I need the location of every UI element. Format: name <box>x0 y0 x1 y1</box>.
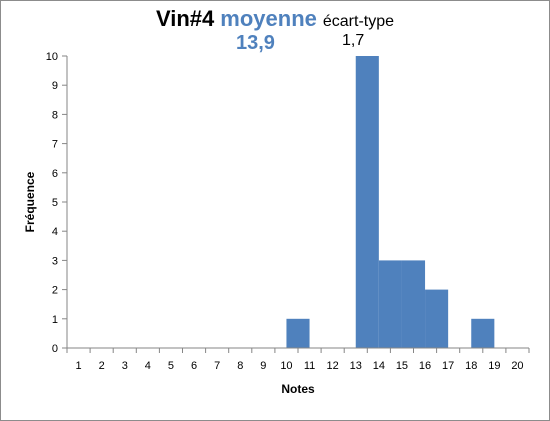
x-tick-label-7: 7 <box>214 360 220 372</box>
bar-16 <box>425 289 449 348</box>
x-tick-label-2: 2 <box>99 360 105 372</box>
y-tick-label-10: 10 <box>46 51 58 63</box>
x-tick-label-20: 20 <box>511 360 523 372</box>
x-axis-title: Notes <box>281 382 315 396</box>
y-tick-label-8: 8 <box>52 109 58 121</box>
sd-value: 1,7 <box>342 32 365 49</box>
y-tick-label-1: 1 <box>52 314 58 326</box>
mean-value: 13,9 <box>236 32 275 54</box>
x-tick-label-16: 16 <box>419 360 431 372</box>
x-tick-label-19: 19 <box>488 360 500 372</box>
x-tick-label-12: 12 <box>327 360 339 372</box>
chart-title: Vin#4 moyenne écart-type <box>0 6 550 32</box>
x-tick-label-9: 9 <box>260 360 266 372</box>
x-tick-label-5: 5 <box>168 360 174 372</box>
x-tick-label-1: 1 <box>75 360 81 372</box>
x-tick-label-14: 14 <box>373 360 385 372</box>
y-tick-label-3: 3 <box>52 255 58 267</box>
bars-group <box>286 56 495 348</box>
title-sd-label: écart-type <box>322 13 395 30</box>
x-tick-label-3: 3 <box>122 360 128 372</box>
x-tick-label-10: 10 <box>280 360 292 372</box>
x-tick-label-4: 4 <box>145 360 151 372</box>
x-tick-label-18: 18 <box>465 360 477 372</box>
y-tick-label-9: 9 <box>52 80 58 92</box>
x-tick-label-15: 15 <box>396 360 408 372</box>
y-tick-label-0: 0 <box>52 343 58 355</box>
x-tick-label-8: 8 <box>237 360 243 372</box>
y-axis-title: Fréquence <box>23 171 37 232</box>
x-tick-label-11: 11 <box>304 360 315 372</box>
bar-10 <box>286 318 310 348</box>
title-main: Vin#4 <box>155 6 215 31</box>
bar-14 <box>378 260 402 348</box>
y-tick-label-4: 4 <box>52 226 58 238</box>
bar-13 <box>355 56 379 348</box>
bar-18 <box>471 318 495 348</box>
x-tick-label-13: 13 <box>350 360 362 372</box>
bar-15 <box>401 260 426 348</box>
y-tick-label-6: 6 <box>52 168 58 180</box>
y-tick-label-7: 7 <box>52 139 58 151</box>
x-tick-label-17: 17 <box>442 360 454 372</box>
y-tick-label-5: 5 <box>52 197 58 209</box>
y-tick-label-2: 2 <box>52 285 58 297</box>
x-tick-label-6: 6 <box>191 360 197 372</box>
title-mean-label: moyenne <box>220 6 317 31</box>
